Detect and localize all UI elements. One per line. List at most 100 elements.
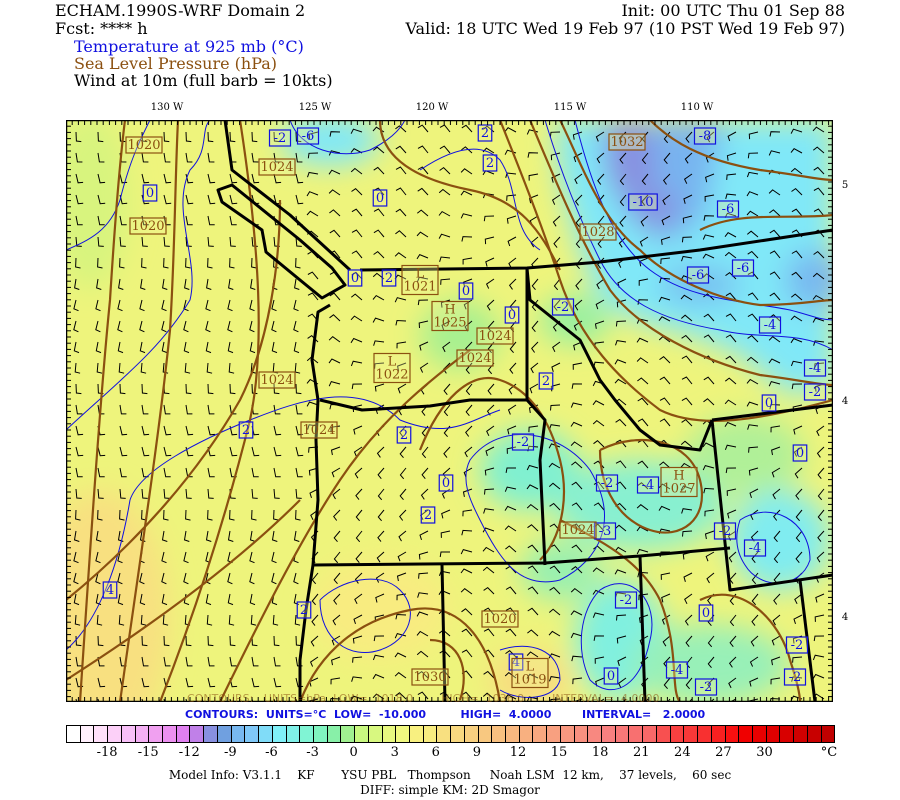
label-text: -3 [599, 524, 612, 539]
wind-barb [95, 341, 102, 354]
colorbar-tick-label: 12 [509, 745, 527, 760]
wind-barb [141, 446, 150, 457]
label-box [731, 259, 755, 277]
wind-barb [332, 488, 341, 500]
colorbar-tick-label: -6 [265, 745, 278, 760]
forecast-hour: Fcst: **** h [55, 19, 148, 38]
wind-barb [273, 509, 279, 521]
label-box [783, 668, 807, 686]
label-box [761, 394, 777, 412]
wind-barb [792, 656, 803, 663]
wind-barb [683, 572, 693, 582]
wind-barb [229, 635, 236, 647]
label-text: -2 [620, 593, 633, 608]
wind-barb [206, 614, 213, 626]
temperature-contour-label: 0 [142, 184, 158, 202]
pressure-contour-label: 1024 [456, 349, 494, 367]
label-box [401, 264, 439, 296]
colorbar-swatch [327, 726, 342, 742]
wind-barb [229, 257, 235, 269]
wind-barb [747, 250, 759, 259]
wind-barb [96, 614, 103, 626]
wind-barb [353, 446, 363, 457]
wind-barb [419, 362, 429, 373]
wind-barb [773, 593, 781, 605]
label-text: 1024 [302, 423, 335, 438]
colorbar-swatch [780, 726, 795, 742]
wind-barb [162, 362, 169, 374]
label-box [102, 581, 118, 599]
label-text: L [388, 355, 397, 370]
wind-barb [746, 171, 759, 178]
wind-barb [637, 460, 649, 469]
wind-barb [373, 229, 385, 238]
wind-barb [227, 593, 234, 606]
label-text: 1024 [478, 329, 511, 344]
wind-barb [817, 467, 825, 480]
wind-barb [73, 299, 79, 312]
colorbar-swatch [821, 726, 835, 742]
wind-barb [482, 566, 495, 574]
wind-barb [768, 189, 781, 196]
wind-barb [421, 467, 429, 480]
wind-barb [251, 509, 257, 521]
label-text: -2 [789, 670, 802, 685]
label-text: -6 [302, 129, 315, 144]
wind-barb [484, 488, 495, 495]
wind-barb [660, 257, 671, 265]
label-text: 1027 [662, 482, 695, 497]
colorbar-swatch [217, 726, 232, 742]
wind-barb [571, 544, 583, 553]
wind-barb [439, 166, 451, 175]
wind-barb [295, 152, 303, 163]
wind-barb [592, 567, 605, 574]
wind-barb [683, 173, 693, 184]
label-box [511, 657, 549, 689]
wind-barb [185, 677, 194, 688]
colorbar-tick-label: 27 [715, 745, 732, 760]
wind-barb [663, 152, 671, 165]
wind-barb [249, 593, 256, 606]
wind-barb [552, 215, 561, 227]
wind-barb [309, 488, 319, 499]
wind-barb [725, 193, 737, 200]
wind-barb [207, 467, 215, 478]
wind-barb [729, 635, 737, 648]
wind-barb [97, 257, 103, 269]
wind-barb [530, 362, 539, 374]
temperature-contour-label: 2 [538, 372, 554, 390]
wind-barb [417, 145, 429, 154]
wind-barb [73, 593, 80, 606]
wind-barb [571, 383, 583, 389]
temperature-contour-label: -2 [783, 668, 807, 686]
wind-barb [636, 357, 649, 364]
wind-barb [526, 651, 539, 658]
colorbar-swatch [368, 726, 383, 742]
wind-barb [328, 169, 341, 175]
temperature-contour-label: -3 [593, 522, 617, 540]
wind-barb [295, 509, 301, 521]
wind-barb [483, 508, 495, 514]
wind-barb [350, 128, 363, 134]
temperature-contour-label: 0 [603, 667, 619, 685]
wind-barb [482, 527, 495, 533]
wind-barb [615, 340, 627, 346]
wind-barb [207, 425, 216, 436]
wind-barb [483, 607, 495, 616]
wind-barb [185, 656, 193, 667]
wind-barb [295, 446, 304, 457]
wind-barb [571, 566, 583, 574]
label-text: 1024 [458, 351, 491, 366]
temperature-contour-label: -2 [595, 474, 619, 492]
label-text: 1019 [513, 673, 546, 688]
wind-barb [350, 695, 363, 701]
wind-barb [75, 404, 83, 415]
wind-barb [748, 467, 759, 476]
wind-barb [465, 383, 473, 396]
label-box [694, 678, 718, 696]
wind-barb [571, 481, 583, 490]
wind-barb [375, 593, 385, 603]
wind-barb [95, 551, 101, 564]
wind-barb [637, 377, 649, 385]
